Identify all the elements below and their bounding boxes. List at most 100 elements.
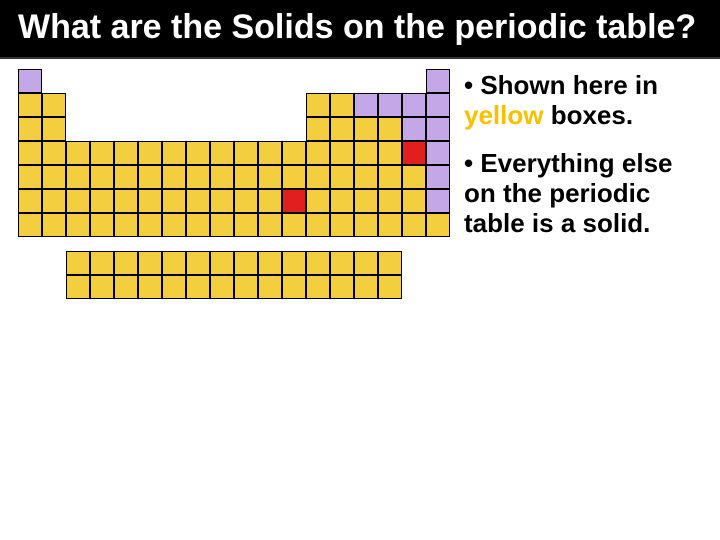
element-cell — [378, 69, 402, 93]
element-cell — [402, 117, 426, 141]
element-cell — [402, 69, 426, 93]
element-cell — [306, 117, 330, 141]
element-cell — [114, 275, 138, 299]
element-cell — [330, 117, 354, 141]
element-cell — [258, 165, 282, 189]
element-cell — [378, 141, 402, 165]
element-cell — [306, 93, 330, 117]
element-cell — [18, 141, 42, 165]
element-cell — [162, 93, 186, 117]
element-cell — [402, 93, 426, 117]
page-title: What are the Solids on the periodic tabl… — [18, 8, 702, 47]
element-cell — [354, 69, 378, 93]
element-cell — [210, 275, 234, 299]
element-cell — [66, 251, 90, 275]
element-cell — [42, 165, 66, 189]
element-cell — [186, 251, 210, 275]
bullet-text-area: • Shown here in yellow boxes. • Everythi… — [464, 69, 702, 299]
element-cell — [90, 213, 114, 237]
element-cell — [282, 189, 306, 213]
element-cell — [282, 165, 306, 189]
element-cell — [42, 141, 66, 165]
element-cell — [378, 251, 402, 275]
periodic-table-main — [18, 69, 450, 237]
title-bar: What are the Solids on the periodic tabl… — [0, 0, 720, 59]
element-cell — [210, 69, 234, 93]
element-cell — [330, 189, 354, 213]
periodic-table-area — [18, 69, 450, 299]
element-cell — [210, 117, 234, 141]
element-cell — [138, 213, 162, 237]
element-cell — [42, 213, 66, 237]
element-cell — [330, 93, 354, 117]
element-cell — [258, 251, 282, 275]
element-cell — [234, 93, 258, 117]
element-cell — [90, 189, 114, 213]
element-cell — [234, 251, 258, 275]
element-cell — [426, 93, 450, 117]
element-cell — [426, 165, 450, 189]
element-cell — [90, 165, 114, 189]
element-cell — [90, 69, 114, 93]
element-cell — [18, 165, 42, 189]
element-cell — [42, 117, 66, 141]
bullet-2-text: • Everything else on the periodic table … — [464, 149, 702, 239]
element-cell — [162, 141, 186, 165]
element-cell — [306, 189, 330, 213]
element-cell — [66, 275, 90, 299]
element-cell — [138, 69, 162, 93]
element-cell — [330, 251, 354, 275]
element-cell — [66, 165, 90, 189]
bullet-1: • Shown here in yellow boxes. — [464, 71, 702, 131]
element-cell — [114, 213, 138, 237]
element-cell — [18, 189, 42, 213]
bullet-2: • Everything else on the periodic table … — [464, 149, 702, 239]
element-cell — [402, 189, 426, 213]
element-cell — [114, 69, 138, 93]
element-cell — [90, 117, 114, 141]
element-cell — [18, 69, 42, 93]
element-cell — [234, 117, 258, 141]
element-cell — [186, 141, 210, 165]
element-cell — [138, 251, 162, 275]
element-cell — [378, 117, 402, 141]
element-cell — [426, 213, 450, 237]
element-cell — [306, 69, 330, 93]
element-cell — [162, 165, 186, 189]
element-cell — [354, 93, 378, 117]
element-cell — [330, 275, 354, 299]
element-cell — [18, 93, 42, 117]
element-cell — [186, 69, 210, 93]
element-cell — [426, 69, 450, 93]
element-cell — [354, 165, 378, 189]
element-cell — [378, 189, 402, 213]
element-cell — [66, 93, 90, 117]
element-cell — [354, 117, 378, 141]
element-cell — [234, 141, 258, 165]
element-cell — [234, 213, 258, 237]
element-cell — [18, 117, 42, 141]
element-cell — [138, 93, 162, 117]
element-cell — [426, 189, 450, 213]
element-cell — [66, 117, 90, 141]
element-cell — [258, 275, 282, 299]
element-cell — [210, 251, 234, 275]
element-cell — [114, 251, 138, 275]
element-cell — [162, 251, 186, 275]
element-cell — [378, 275, 402, 299]
element-cell — [114, 189, 138, 213]
element-cell — [258, 189, 282, 213]
element-cell — [282, 141, 306, 165]
element-cell — [426, 117, 450, 141]
element-cell — [66, 69, 90, 93]
element-cell — [186, 189, 210, 213]
element-cell — [258, 117, 282, 141]
element-cell — [210, 93, 234, 117]
element-cell — [66, 141, 90, 165]
element-cell — [402, 141, 426, 165]
element-cell — [402, 213, 426, 237]
element-cell — [42, 69, 66, 93]
element-cell — [138, 117, 162, 141]
bullet-1-suffix: boxes. — [543, 100, 633, 130]
element-cell — [234, 189, 258, 213]
